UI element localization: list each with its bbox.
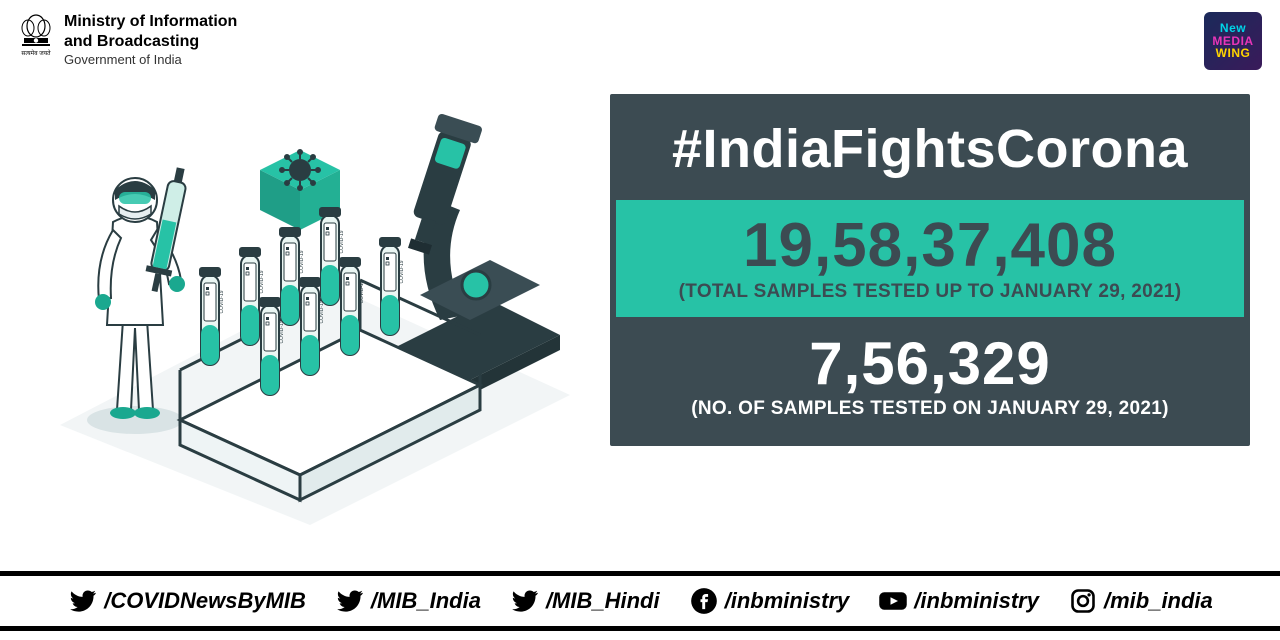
footer-social-bar: /COVIDNewsByMIB /MIB_India /MIB_Hindi /i… <box>0 576 1280 626</box>
social-handle: /inbministry <box>914 588 1039 614</box>
header: सत्यमेव जयते Ministry of Information and… <box>0 0 1280 70</box>
hashtag: #IndiaFightsCorona <box>616 100 1244 200</box>
social-link[interactable]: /inbministry <box>688 585 850 617</box>
total-samples-block: 19,58,37,408 (TOTAL SAMPLES TESTED UP TO… <box>616 200 1244 317</box>
data-panel: #IndiaFightsCorona 19,58,37,408 (TOTAL S… <box>610 94 1250 446</box>
social-handle: /COVIDNewsByMIB <box>104 588 306 614</box>
ministry-line1: Ministry of Information <box>64 12 237 32</box>
twitter-icon <box>67 585 99 617</box>
svg-text:COVID-19: COVID-19 <box>259 270 265 293</box>
svg-text:COVID-19: COVID-19 <box>299 250 305 273</box>
ministry-block: सत्यमेव जयते Ministry of Information and… <box>18 12 237 68</box>
total-samples-value: 19,58,37,408 <box>624 210 1236 281</box>
footer-divider-bottom <box>0 626 1280 631</box>
new-media-wing-logo: New MEDIA WING <box>1204 12 1262 70</box>
ministry-line3: Government of India <box>64 52 237 68</box>
youtube-icon <box>877 585 909 617</box>
social-link[interactable]: /COVIDNewsByMIB <box>67 585 306 617</box>
ministry-line2: and Broadcasting <box>64 32 237 52</box>
social-link[interactable]: /mib_india <box>1067 585 1213 617</box>
svg-text:COVID-19: COVID-19 <box>399 260 405 283</box>
social-link[interactable]: /MIB_Hindi <box>509 585 660 617</box>
ministry-text: Ministry of Information and Broadcasting… <box>64 12 237 68</box>
nmw-line3: WING <box>1216 47 1251 60</box>
social-link[interactable]: /MIB_India <box>334 585 481 617</box>
social-handle: /inbministry <box>725 588 850 614</box>
social-handle: /MIB_Hindi <box>546 588 660 614</box>
svg-text:सत्यमेव जयते: सत्यमेव जयते <box>21 49 51 57</box>
svg-text:COVID-19: COVID-19 <box>219 290 225 313</box>
social-handle: /mib_india <box>1104 588 1213 614</box>
total-samples-caption: (TOTAL SAMPLES TESTED UP TO JANUARY 29, … <box>624 281 1236 303</box>
daily-samples-value: 7,56,329 <box>624 329 1236 398</box>
daily-samples-caption: (NO. OF SAMPLES TESTED ON JANUARY 29, 20… <box>624 398 1236 420</box>
social-link[interactable]: /inbministry <box>877 585 1039 617</box>
instagram-icon <box>1067 585 1099 617</box>
daily-samples-block: 7,56,329 (NO. OF SAMPLES TESTED ON JANUA… <box>616 317 1244 440</box>
svg-text:COVID-19: COVID-19 <box>319 300 325 323</box>
svg-text:COVID-19: COVID-19 <box>279 320 285 343</box>
twitter-icon <box>509 585 541 617</box>
social-handle: /MIB_India <box>371 588 481 614</box>
svg-text:COVID-19: COVID-19 <box>359 280 365 303</box>
nmw-line1: New <box>1220 22 1246 35</box>
svg-text:COVID-19: COVID-19 <box>339 230 345 253</box>
lab-illustration: COVID-19 COVID-19 COVID-19 COVID-19 <box>30 85 580 525</box>
facebook-icon <box>688 585 720 617</box>
emblem-icon: सत्यमेव जयते <box>18 12 54 62</box>
twitter-icon <box>334 585 366 617</box>
